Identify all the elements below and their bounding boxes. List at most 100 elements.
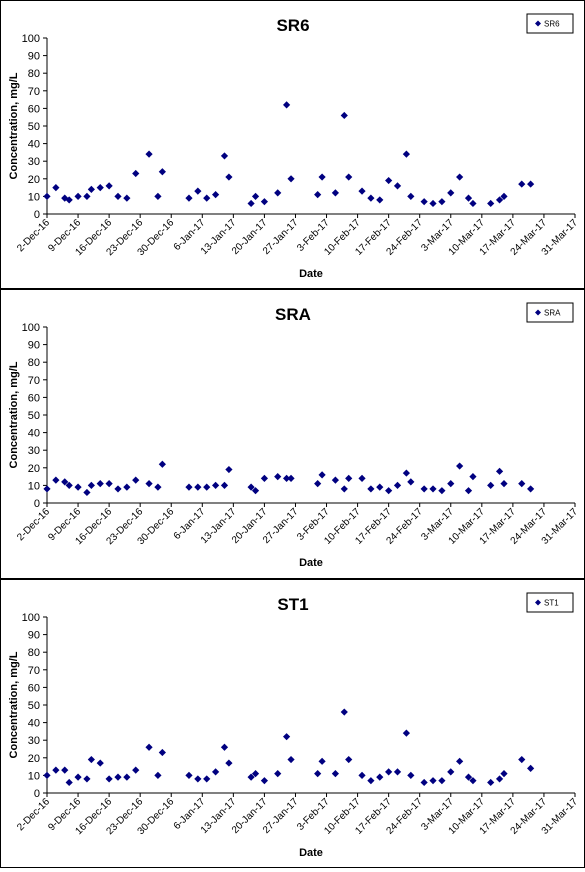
data-point bbox=[43, 192, 51, 200]
data-point bbox=[154, 771, 162, 779]
y-tick-label: 70 bbox=[28, 375, 40, 387]
data-point bbox=[518, 180, 526, 188]
y-tick-label: 20 bbox=[28, 753, 40, 765]
data-point bbox=[274, 770, 282, 778]
x-tick-label: 2-Dec-16 bbox=[15, 796, 52, 833]
data-point bbox=[527, 485, 535, 493]
data-point bbox=[376, 483, 384, 491]
y-tick-label: 0 bbox=[34, 498, 40, 510]
data-point bbox=[314, 191, 322, 199]
data-point bbox=[260, 777, 269, 785]
data-point bbox=[447, 768, 455, 776]
data-point bbox=[225, 759, 233, 767]
data-point bbox=[274, 473, 282, 481]
data-point bbox=[52, 476, 60, 484]
data-point bbox=[74, 192, 82, 200]
data-point bbox=[105, 480, 113, 488]
y-tick-label: 80 bbox=[28, 68, 40, 80]
data-point bbox=[61, 478, 69, 486]
data-point bbox=[212, 768, 220, 776]
data-point bbox=[487, 778, 495, 787]
data-point bbox=[438, 198, 446, 206]
data-point bbox=[500, 770, 508, 778]
data-point bbox=[358, 187, 366, 195]
data-point bbox=[393, 768, 402, 776]
y-tick-label: 50 bbox=[28, 410, 40, 422]
data-point bbox=[220, 743, 229, 751]
data-point bbox=[123, 194, 131, 202]
data-point bbox=[145, 480, 153, 488]
data-point bbox=[87, 185, 95, 193]
x-axis-label: Date bbox=[299, 268, 323, 280]
data-point bbox=[287, 755, 295, 764]
y-tick-label: 100 bbox=[22, 33, 40, 45]
y-tick-label: 0 bbox=[34, 788, 40, 800]
data-point bbox=[367, 777, 375, 785]
data-point bbox=[132, 169, 140, 178]
data-point bbox=[318, 471, 326, 479]
data-point bbox=[447, 480, 455, 488]
data-point bbox=[393, 481, 402, 489]
y-tick-label: 50 bbox=[28, 121, 40, 133]
data-point bbox=[331, 476, 340, 484]
y-tick-label: 60 bbox=[28, 103, 40, 115]
data-point bbox=[52, 184, 60, 192]
data-point bbox=[385, 176, 393, 185]
data-point bbox=[495, 775, 504, 783]
data-point bbox=[487, 199, 495, 208]
data-point bbox=[500, 192, 508, 200]
data-point bbox=[367, 485, 375, 493]
data-point bbox=[287, 474, 295, 482]
data-point bbox=[407, 478, 415, 486]
x-tick-label: 2-Dec-16 bbox=[15, 506, 52, 543]
legend-label: SR6 bbox=[544, 20, 560, 29]
data-point bbox=[385, 768, 393, 776]
data-point bbox=[96, 184, 104, 192]
legend-box bbox=[526, 592, 574, 613]
data-point bbox=[83, 488, 91, 497]
data-point bbox=[96, 480, 104, 488]
data-point bbox=[314, 480, 322, 488]
legend-box bbox=[526, 302, 574, 323]
chart-svg-st1: ST101020304050607080901002-Dec-169-Dec-1… bbox=[8, 592, 580, 859]
data-point bbox=[345, 755, 353, 764]
data-point bbox=[518, 755, 526, 764]
data-point bbox=[65, 196, 73, 204]
data-point bbox=[194, 775, 202, 783]
data-point bbox=[469, 199, 477, 208]
data-point bbox=[203, 194, 211, 202]
data-point bbox=[251, 487, 260, 495]
data-point bbox=[447, 189, 455, 197]
data-point bbox=[376, 196, 384, 204]
data-point bbox=[185, 483, 193, 491]
y-tick-label: 90 bbox=[28, 630, 40, 642]
data-point bbox=[52, 766, 60, 774]
y-axis-label: Concentration, mg/L bbox=[8, 72, 20, 179]
data-point bbox=[185, 771, 193, 779]
data-point bbox=[464, 487, 473, 495]
x-axis-label: Date bbox=[299, 847, 323, 859]
data-point bbox=[345, 173, 353, 181]
legend-label: ST1 bbox=[544, 599, 559, 608]
data-point bbox=[65, 481, 73, 489]
data-point bbox=[83, 775, 91, 783]
data-point bbox=[74, 483, 82, 491]
series-st1 bbox=[43, 708, 535, 787]
y-tick-label: 60 bbox=[28, 392, 40, 404]
y-tick-label: 10 bbox=[28, 770, 40, 782]
data-point bbox=[456, 173, 464, 181]
data-point bbox=[345, 474, 353, 482]
data-point bbox=[87, 481, 95, 489]
y-tick-label: 90 bbox=[28, 51, 40, 63]
data-point bbox=[225, 173, 233, 181]
y-tick-label: 40 bbox=[28, 428, 40, 440]
y-tick-label: 80 bbox=[28, 647, 40, 659]
y-tick-label: 80 bbox=[28, 357, 40, 369]
data-point bbox=[145, 743, 153, 751]
data-point bbox=[251, 192, 260, 200]
data-point bbox=[438, 777, 446, 785]
data-point bbox=[376, 773, 384, 781]
data-point bbox=[282, 101, 291, 109]
data-point bbox=[487, 481, 495, 489]
data-point bbox=[469, 473, 477, 481]
